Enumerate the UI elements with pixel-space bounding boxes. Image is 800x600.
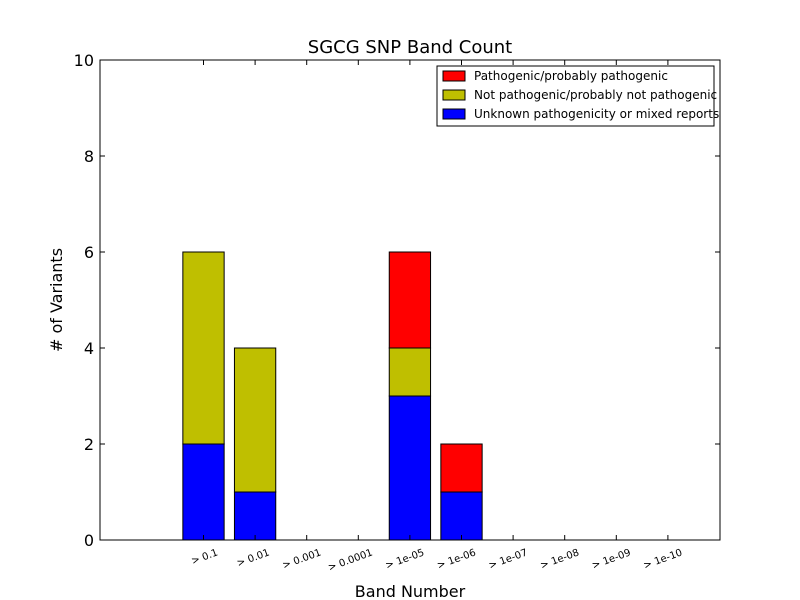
y-tick-label: 8 bbox=[84, 147, 94, 166]
legend-box bbox=[436, 65, 715, 127]
x-tick-label: > 1e-07 bbox=[487, 547, 529, 571]
bar-segment bbox=[182, 251, 225, 445]
bar-segment bbox=[388, 395, 432, 541]
legend-label: Pathogenic/probably pathogenic bbox=[474, 69, 668, 83]
bar-segment bbox=[440, 443, 483, 493]
y-tick-label: 4 bbox=[84, 339, 94, 358]
y-tick-label: 2 bbox=[84, 435, 94, 454]
legend-swatch bbox=[442, 70, 466, 82]
bar-segment bbox=[388, 347, 432, 397]
bar-segment bbox=[182, 443, 225, 541]
y-axis: 0 2 4 6 8 10 bbox=[74, 51, 720, 550]
y-tick-label: 10 bbox=[74, 51, 94, 70]
x-tick-label: > 0.001 bbox=[281, 547, 323, 571]
bars-group bbox=[182, 251, 483, 541]
bar-segment bbox=[233, 347, 277, 493]
y-tick-label: 6 bbox=[84, 243, 94, 262]
bar-segment bbox=[388, 251, 432, 349]
x-tick-label: > 1e-09 bbox=[591, 547, 633, 571]
y-axis-label: # of Variants bbox=[47, 248, 66, 352]
x-tick-label: > 0.01 bbox=[236, 547, 272, 569]
x-tick-label: > 1e-10 bbox=[642, 547, 684, 571]
x-tick-label: > 0.1 bbox=[190, 547, 220, 567]
legend-label: Not pathogenic/probably not pathogenic bbox=[474, 88, 717, 102]
x-tick-label: > 1e-05 bbox=[384, 547, 426, 571]
x-tick-label: > 0.0001 bbox=[327, 547, 375, 573]
legend: Pathogenic/probably pathogenic Not pathog… bbox=[436, 65, 719, 127]
y-tick-label: 0 bbox=[84, 531, 94, 550]
legend-swatch bbox=[442, 108, 466, 120]
bar-segment bbox=[440, 491, 483, 541]
legend-label: Unknown pathogenicity or mixed reports bbox=[474, 107, 719, 121]
chart-title: SGCG SNP Band Count bbox=[308, 37, 512, 58]
bar-segment bbox=[233, 491, 277, 541]
legend-swatch bbox=[442, 89, 466, 101]
x-axis-label: Band Number bbox=[355, 582, 466, 600]
x-tick-label: > 1e-08 bbox=[539, 547, 581, 571]
x-tick-label: > 1e-06 bbox=[436, 547, 478, 571]
